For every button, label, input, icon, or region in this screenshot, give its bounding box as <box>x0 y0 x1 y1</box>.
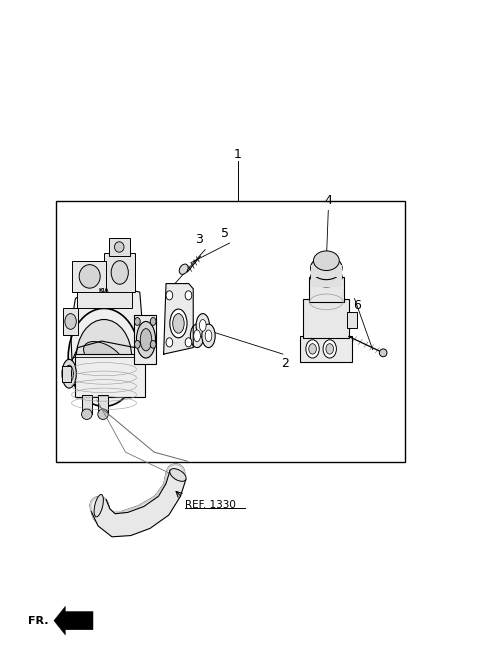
Ellipse shape <box>76 319 132 396</box>
Bar <box>56 201 405 462</box>
Ellipse shape <box>194 330 200 342</box>
Ellipse shape <box>94 495 103 517</box>
Ellipse shape <box>179 264 188 274</box>
Ellipse shape <box>98 409 108 419</box>
Polygon shape <box>164 283 193 354</box>
Ellipse shape <box>170 468 186 482</box>
Ellipse shape <box>379 349 387 357</box>
Ellipse shape <box>68 308 140 406</box>
Ellipse shape <box>166 338 173 347</box>
Ellipse shape <box>191 324 204 348</box>
Bar <box>72 260 107 292</box>
Text: 3: 3 <box>195 234 204 246</box>
Bar <box>300 336 352 362</box>
Ellipse shape <box>173 314 184 333</box>
Bar <box>303 298 349 338</box>
Ellipse shape <box>309 344 316 354</box>
Ellipse shape <box>111 260 128 284</box>
Ellipse shape <box>150 318 156 325</box>
Text: REF. 1330: REF. 1330 <box>185 500 236 510</box>
Polygon shape <box>54 606 93 635</box>
Ellipse shape <box>323 340 336 358</box>
Text: 6: 6 <box>353 298 361 312</box>
Ellipse shape <box>185 291 192 300</box>
Ellipse shape <box>311 267 342 287</box>
Ellipse shape <box>115 242 124 252</box>
Ellipse shape <box>311 256 342 279</box>
Ellipse shape <box>199 319 206 331</box>
Bar <box>82 395 92 414</box>
Ellipse shape <box>134 318 140 325</box>
Bar <box>62 366 71 382</box>
Ellipse shape <box>166 291 173 300</box>
Ellipse shape <box>79 264 100 288</box>
Text: 2: 2 <box>281 358 289 371</box>
Text: FR.: FR. <box>28 615 48 626</box>
Ellipse shape <box>65 314 76 329</box>
Bar <box>311 265 342 277</box>
Ellipse shape <box>205 330 212 342</box>
Ellipse shape <box>185 338 192 347</box>
Ellipse shape <box>326 344 334 354</box>
Bar <box>63 308 78 335</box>
Text: 5: 5 <box>221 227 229 240</box>
Ellipse shape <box>62 359 76 388</box>
Text: 4: 4 <box>324 194 332 207</box>
Bar <box>109 238 130 256</box>
Ellipse shape <box>136 321 156 358</box>
Bar <box>77 272 132 308</box>
Bar <box>75 354 144 397</box>
Bar <box>134 315 156 364</box>
Ellipse shape <box>313 251 339 270</box>
Text: 1: 1 <box>234 148 241 161</box>
Ellipse shape <box>134 340 140 348</box>
Ellipse shape <box>150 340 156 348</box>
Bar <box>348 312 357 328</box>
Ellipse shape <box>202 324 215 348</box>
Ellipse shape <box>170 309 187 338</box>
Bar <box>309 277 344 302</box>
Ellipse shape <box>65 365 73 382</box>
Ellipse shape <box>84 342 124 373</box>
Ellipse shape <box>82 409 92 419</box>
Polygon shape <box>71 282 142 361</box>
Bar <box>98 395 108 414</box>
Polygon shape <box>91 470 186 537</box>
Ellipse shape <box>306 340 319 358</box>
Ellipse shape <box>140 329 152 351</box>
Bar <box>311 275 342 287</box>
Bar <box>104 253 135 292</box>
Ellipse shape <box>196 314 209 337</box>
Text: KIA: KIA <box>99 287 109 293</box>
